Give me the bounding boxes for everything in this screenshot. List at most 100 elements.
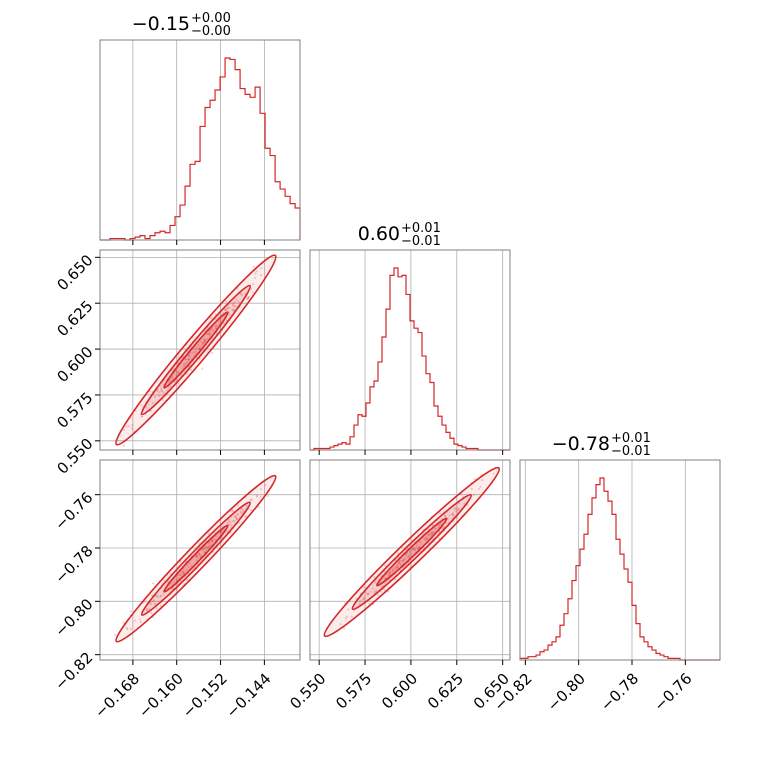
sample-point-2-57 xyxy=(389,571,392,574)
sample-point-1-52 xyxy=(259,495,262,498)
title-plus-0: +0.00 xyxy=(191,11,231,26)
sample-point-2-32 xyxy=(418,546,421,549)
sample-point-1-78 xyxy=(249,498,252,501)
sample-point-0-167 xyxy=(246,298,249,301)
sample-point-1-63 xyxy=(203,551,206,554)
sample-point-2-258 xyxy=(416,547,419,551)
sample-point-0-123 xyxy=(151,401,154,405)
title-value-0: −0.15 xyxy=(132,13,190,35)
sample-point-1-171 xyxy=(180,570,183,573)
sample-point-1-25 xyxy=(239,510,242,513)
sample-point-0-126 xyxy=(247,296,250,299)
sample-point-0-119 xyxy=(233,300,236,303)
sample-point-2-143 xyxy=(364,591,367,594)
sample-point-2-61 xyxy=(463,502,466,505)
sample-point-0-151 xyxy=(188,355,191,358)
sample-point-0-125 xyxy=(224,308,227,312)
sample-point-0-172 xyxy=(177,371,180,374)
sample-point-1-175 xyxy=(211,540,214,543)
sample-point-0-40 xyxy=(246,297,249,300)
sample-point-0-52 xyxy=(169,379,172,382)
sample-point-1-121 xyxy=(211,539,214,543)
sample-point-2-63 xyxy=(425,536,428,539)
title-minus-2: −0.01 xyxy=(611,444,651,459)
sample-point-0-95 xyxy=(175,370,178,373)
sample-point-1-13 xyxy=(207,532,210,535)
sample-point-0-110 xyxy=(200,340,203,343)
sample-point-1-57 xyxy=(139,621,142,624)
sample-point-2-5 xyxy=(405,554,408,557)
sample-point-2-36 xyxy=(416,544,419,547)
sample-point-1-165 xyxy=(212,537,215,541)
sample-point-0-246 xyxy=(156,388,159,391)
sample-point-0-223 xyxy=(254,272,257,275)
sample-point-1-37 xyxy=(152,582,155,585)
sample-point-1-73 xyxy=(159,594,162,598)
sample-point-2-246 xyxy=(430,533,433,536)
sample-point-2-88 xyxy=(430,531,433,534)
sample-point-0-198 xyxy=(244,292,247,295)
sample-point-2-10 xyxy=(371,587,374,590)
sample-point-0-129 xyxy=(207,332,210,335)
sample-point-2-112 xyxy=(456,509,460,512)
sample-point-2-182 xyxy=(433,531,436,534)
sample-point-0-4 xyxy=(208,334,212,337)
sample-point-2-58 xyxy=(481,479,484,482)
sample-point-0-80 xyxy=(198,347,201,351)
sample-point-1-50 xyxy=(231,520,234,523)
sample-point-1-17 xyxy=(150,612,153,615)
sample-point-2-128 xyxy=(355,597,358,600)
sample-point-0-235 xyxy=(125,425,128,428)
sample-point-1-177 xyxy=(169,572,172,575)
ytick-label-1-3: 0.625 xyxy=(53,297,96,340)
sample-point-1-29 xyxy=(225,530,228,534)
sample-point-0-252 xyxy=(160,389,163,392)
sample-point-2-46 xyxy=(438,537,441,540)
sample-point-2-16 xyxy=(450,513,453,516)
sample-point-1-85 xyxy=(176,574,180,577)
sample-point-1-125 xyxy=(226,522,229,525)
sample-point-1-154 xyxy=(187,578,190,581)
sample-point-0-188 xyxy=(209,317,212,320)
sample-point-0-131 xyxy=(226,306,230,309)
sample-point-2-124 xyxy=(367,592,370,595)
sample-point-2-64 xyxy=(412,548,415,551)
sample-point-1-140 xyxy=(182,568,185,571)
sample-point-2-68 xyxy=(394,578,397,581)
sample-point-2-247 xyxy=(406,556,409,559)
sample-point-2-66 xyxy=(427,534,430,537)
sample-point-2-201 xyxy=(363,596,366,599)
sample-point-1-31 xyxy=(234,516,237,519)
density-contour-2-2 xyxy=(376,517,448,587)
sample-point-0-20 xyxy=(225,300,228,303)
sample-point-1-5 xyxy=(126,628,129,631)
sample-point-1-48 xyxy=(257,505,260,509)
sample-point-0-187 xyxy=(130,427,133,430)
sample-point-0-153 xyxy=(174,380,177,383)
sample-point-2-243 xyxy=(472,493,475,496)
sample-point-1-101 xyxy=(208,542,211,545)
density-contour-1-1 xyxy=(140,501,251,616)
title-minus-1: −0.01 xyxy=(401,234,441,249)
sample-point-1-150 xyxy=(235,517,238,520)
ytick-label-1-1: 0.575 xyxy=(53,389,96,432)
sample-point-0-85 xyxy=(231,302,234,305)
sample-point-2-239 xyxy=(470,487,473,490)
sample-point-1-166 xyxy=(241,508,244,511)
sample-point-1-153 xyxy=(237,504,240,507)
sample-point-1-118 xyxy=(145,609,149,612)
density-contour-1-0 xyxy=(115,474,277,643)
sample-point-0-33 xyxy=(214,327,217,330)
sample-point-2-223 xyxy=(408,553,411,557)
sample-point-1-257 xyxy=(114,633,117,637)
sample-point-0-104 xyxy=(232,309,235,312)
sample-point-2-53 xyxy=(391,569,394,572)
sample-point-1-62 xyxy=(201,548,204,552)
sample-point-2-37 xyxy=(384,564,387,567)
sample-point-0-115 xyxy=(140,404,143,407)
xtick-label-1-0: 0.550 xyxy=(286,670,329,713)
sample-point-2-229 xyxy=(384,582,387,585)
sample-point-2-196 xyxy=(448,514,451,517)
sample-point-1-42 xyxy=(152,600,155,603)
title-value-2: −0.78 xyxy=(552,433,610,455)
